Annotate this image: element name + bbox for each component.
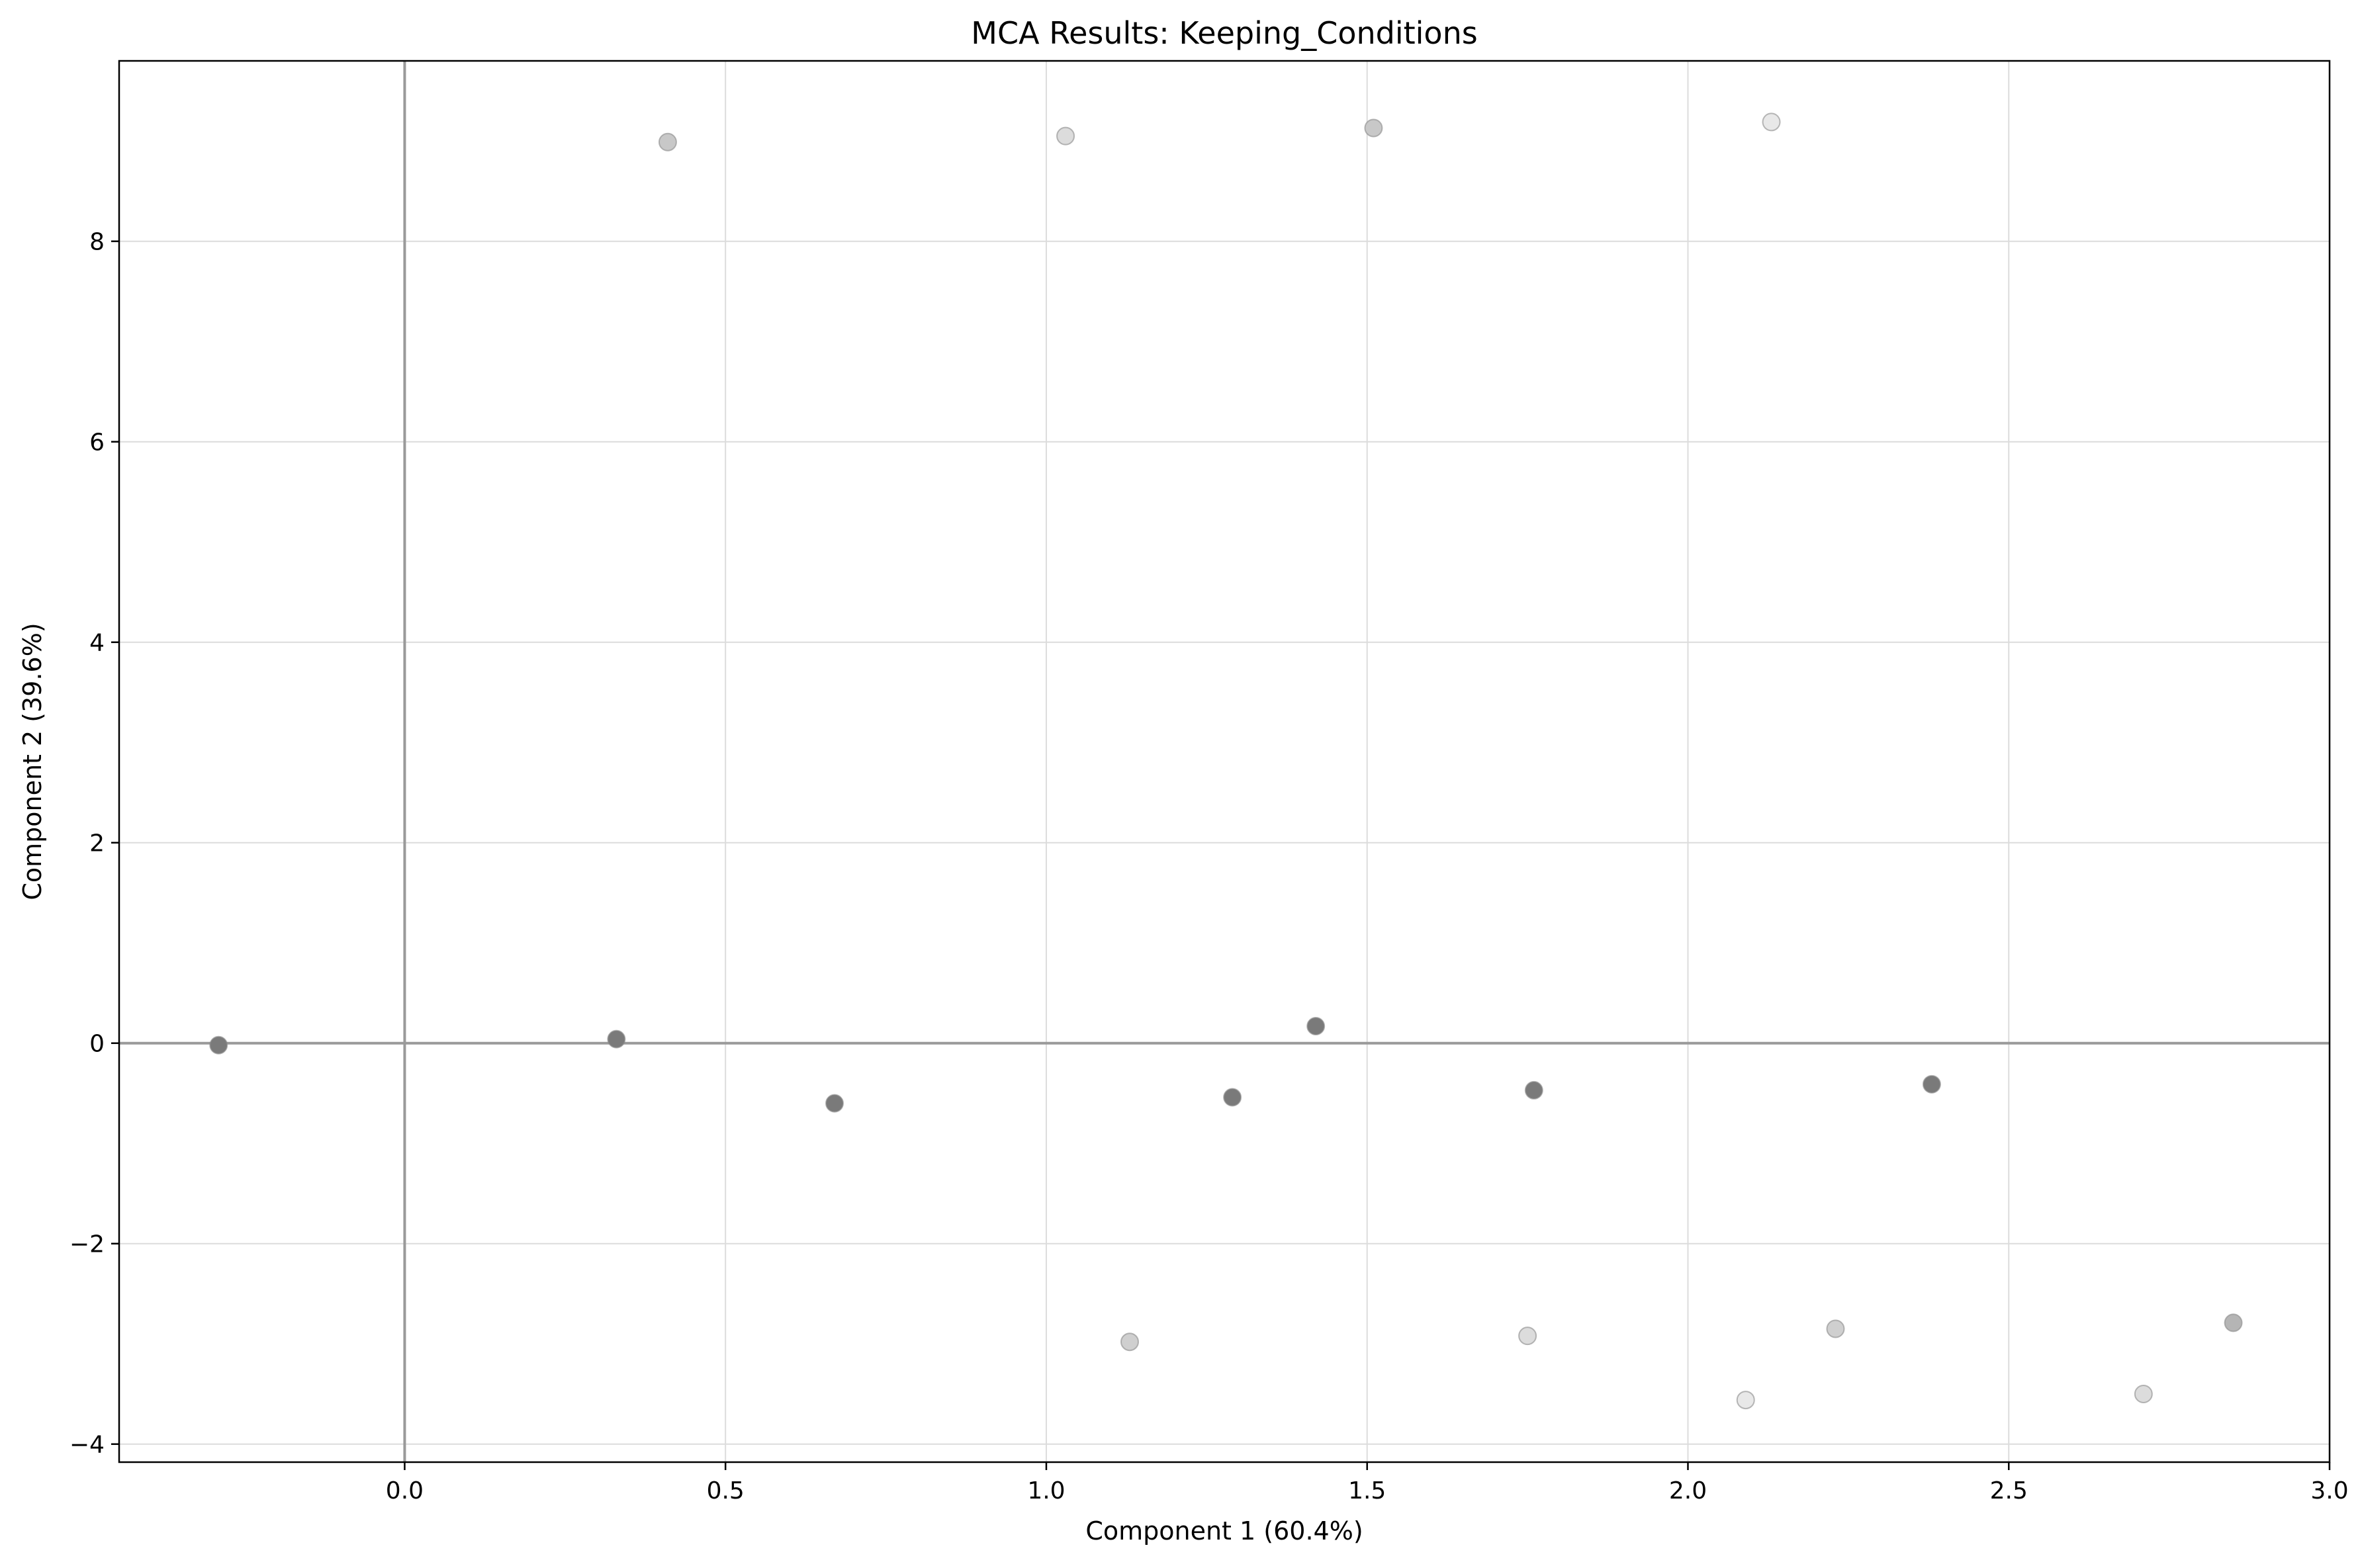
x-tick-label: 2.0 [1669,1477,1707,1504]
x-tick-label: 3.0 [2310,1477,2348,1504]
scatter-point [1306,1016,1326,1035]
y-tick-label: 4 [89,630,105,657]
y-tick-label: 6 [89,429,105,457]
y-tick-label: −2 [69,1231,105,1258]
plot-frame [118,60,2331,1463]
data-points [209,112,2243,1410]
scatter-point [2134,1384,2153,1403]
y-tick-label: 0 [89,1031,105,1058]
scatter-point [607,1029,626,1049]
scatter-point [209,1035,228,1055]
scatter-point [1826,1319,1845,1338]
x-tick-label: 0.5 [707,1477,745,1504]
scatter-point [1364,118,1383,138]
chart-title: MCA Results: Keeping_Conditions [971,15,1477,51]
x-tick-label: 2.5 [1990,1477,2028,1504]
scatter-point [1524,1080,1543,1100]
scatter-point [1922,1074,1941,1094]
grid [119,61,2330,1462]
scatter-point [1518,1327,1537,1346]
y-axis-ticks: −4 −2 0 2 4 6 8 [69,229,119,1459]
x-axis-label: Component 1 (60.4%) [1085,1516,1363,1546]
y-axis-label: Component 2 (39.6%) [18,623,47,900]
x-tick-label: 1.0 [1027,1477,1065,1504]
scatter-point [1223,1088,1242,1107]
scatter-point [825,1094,844,1113]
x-tick-label: 0.0 [386,1477,424,1504]
reference-lines [119,61,2330,1462]
y-tick-label: 8 [89,229,105,256]
x-axis-ticks: 0.0 0.5 1.0 1.5 2.0 2.5 3.0 [386,1462,2349,1504]
y-tick-label: −4 [69,1432,105,1459]
scatter-point [2224,1313,2243,1332]
scatter-point [1736,1391,1755,1410]
scatter-point [658,132,677,152]
y-tick-label: 2 [89,830,105,857]
x-tick-label: 1.5 [1348,1477,1386,1504]
scatter-point [1762,112,1781,132]
scatter-point [1056,126,1075,146]
scatter-point [1120,1332,1139,1352]
